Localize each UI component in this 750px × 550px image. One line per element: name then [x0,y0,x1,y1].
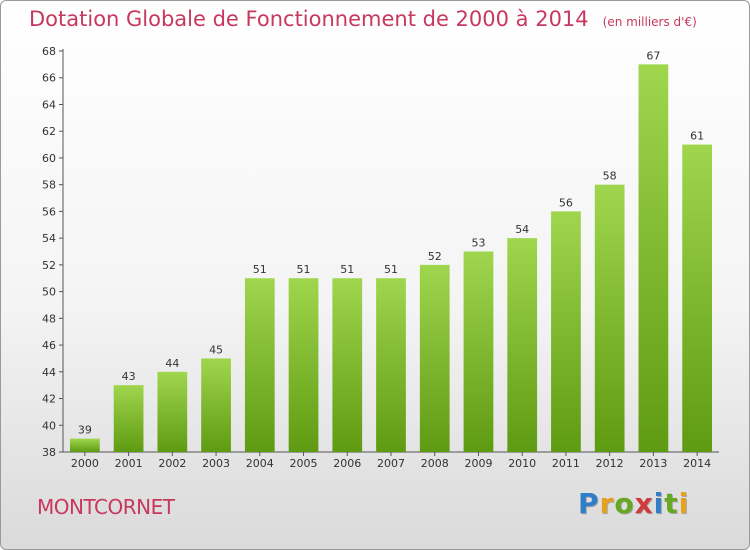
data-label: 51 [340,263,354,276]
y-tick-label: 58 [42,179,56,192]
data-label: 51 [384,263,398,276]
proxiti-logo: Proxiti [578,487,689,520]
commune-name: MONTCORNET [37,495,175,519]
x-tick-label: 2008 [421,457,449,470]
bar [69,438,100,452]
data-label: 56 [559,196,573,209]
bar [419,264,450,452]
x-tick-label: 2004 [246,457,274,470]
bar [463,251,494,452]
bar [682,144,713,453]
data-label: 51 [253,263,267,276]
data-label: 39 [78,424,92,437]
data-label: 53 [471,237,485,250]
x-tick-label: 2010 [508,457,536,470]
y-tick-label: 44 [42,366,56,379]
bar [113,385,144,452]
data-label: 43 [122,370,136,383]
chart-title: Dotation Globale de Fonctionnement de 20… [29,7,697,31]
logo-letter: o [614,487,635,520]
y-tick-label: 56 [42,205,56,218]
bar [376,278,406,452]
bar [201,358,231,452]
bar [638,64,669,452]
data-label: 67 [646,49,660,62]
y-tick-label: 60 [42,152,56,165]
logo-letter: P [578,487,600,520]
y-tick-label: 62 [42,125,56,138]
x-tick-label: 2014 [683,457,711,470]
chart-title-text: Dotation Globale de Fonctionnement de 20… [29,7,589,31]
data-label: 54 [515,223,529,236]
logo-letter: i [678,487,690,520]
y-tick-label: 38 [42,446,56,459]
y-tick-label: 50 [42,286,56,299]
x-tick-label: 2005 [290,457,318,470]
bar [594,184,625,452]
y-tick-label: 64 [42,98,56,111]
x-tick-label: 2011 [552,457,580,470]
logo-letter: i [653,487,665,520]
data-label: 52 [428,250,442,263]
x-tick-label: 2003 [202,457,230,470]
bar [551,211,581,452]
data-label: 45 [209,343,223,356]
logo-letter: t [664,487,679,520]
x-tick-label: 2001 [115,457,143,470]
x-tick-label: 2000 [71,457,99,470]
y-tick-label: 46 [42,339,56,352]
y-tick-label: 48 [42,312,56,325]
x-tick-label: 2013 [639,457,667,470]
bar [332,278,363,452]
data-label: 61 [690,130,704,143]
data-label: 58 [603,170,617,183]
x-tick-label: 2006 [333,457,361,470]
y-tick-label: 40 [42,419,56,432]
bar [157,371,188,452]
bar [507,238,538,452]
y-tick-label: 66 [42,72,56,85]
logo-letter: x [634,487,654,520]
bar [244,278,275,452]
logo-letter: r [599,487,615,520]
data-label: 51 [297,263,311,276]
bar [288,278,319,452]
x-tick-label: 2007 [377,457,405,470]
x-tick-label: 2002 [158,457,186,470]
y-tick-label: 52 [42,259,56,272]
x-tick-label: 2012 [596,457,624,470]
x-tick-label: 2009 [464,457,492,470]
y-tick-label: 54 [42,232,56,245]
y-tick-label: 68 [42,45,56,58]
y-tick-label: 42 [42,393,56,406]
data-label: 44 [165,357,179,370]
chart-unit: (en milliers d'€) [602,15,697,29]
